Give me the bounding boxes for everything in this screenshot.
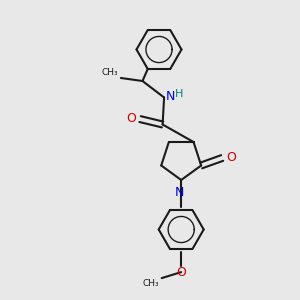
Text: H: H (175, 89, 183, 99)
Text: O: O (127, 112, 136, 125)
Text: O: O (176, 266, 186, 279)
Text: CH₃: CH₃ (143, 279, 159, 288)
Text: N: N (166, 89, 175, 103)
Text: CH₃: CH₃ (102, 68, 119, 77)
Text: O: O (226, 151, 236, 164)
Text: N: N (175, 186, 184, 199)
